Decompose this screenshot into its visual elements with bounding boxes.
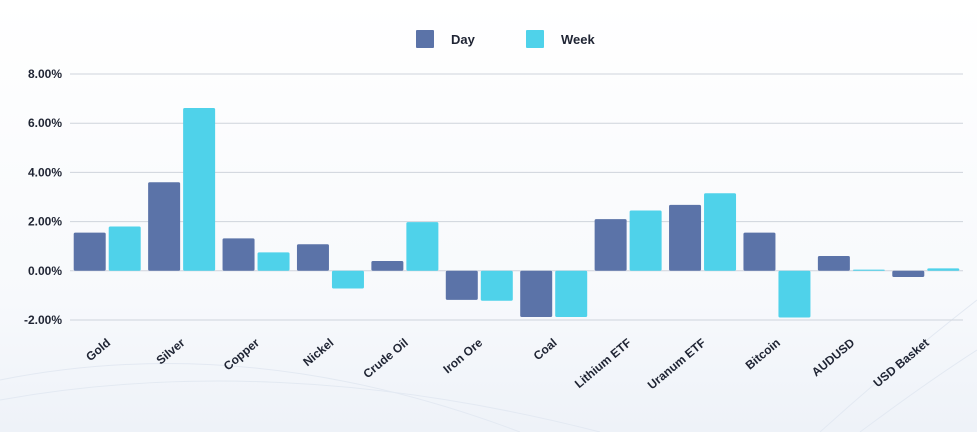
- gridlines: [70, 73, 963, 321]
- x-tick-label: Silver: [154, 335, 188, 367]
- legend-swatch-day: [416, 30, 434, 48]
- bar-week-gold: [108, 226, 141, 271]
- y-tick-label: 6.00%: [28, 116, 62, 130]
- x-tick-label: AUDUSD: [809, 335, 858, 379]
- x-axis-tick-labels: Gold Silver Copper Nickel Crude Oil Iron Ore C…: [83, 335, 932, 392]
- bar-day-lithium-etf: [594, 219, 627, 271]
- y-tick-label: 4.00%: [28, 165, 62, 179]
- bar-day-nickel: [296, 244, 329, 271]
- bar-day-bitcoin: [743, 232, 776, 271]
- bar-day-audusd: [817, 256, 850, 271]
- x-tick-label: Bitcoin: [743, 336, 783, 373]
- bar-week-iron-ore: [480, 270, 513, 301]
- bar-week-silver: [183, 107, 216, 271]
- bar-day-coal: [520, 270, 553, 318]
- x-tick-label: Crude Oil: [360, 336, 410, 381]
- bar-week-coal: [555, 270, 588, 318]
- bar-day-iron-ore: [445, 270, 478, 300]
- x-tick-label: Uranum ETF: [645, 336, 709, 393]
- bar-day-crude-oil: [371, 260, 404, 271]
- y-tick-label: -2.00%: [24, 313, 62, 327]
- bar-week-usd-basket: [927, 268, 960, 271]
- bar-week-uranum-etf: [704, 193, 737, 271]
- bar-week-audusd: [852, 269, 885, 271]
- background-decoration: [0, 299, 977, 433]
- x-tick-label: USD Basket: [871, 336, 932, 390]
- bar-day-silver: [148, 182, 181, 271]
- x-tick-label: Coal: [531, 336, 560, 363]
- legend-swatch-week: [526, 30, 544, 48]
- legend-label-day: Day: [451, 32, 476, 47]
- y-tick-label: 8.00%: [28, 67, 62, 81]
- legend: Day Week: [416, 30, 595, 48]
- x-tick-label: Gold: [83, 336, 113, 364]
- bar-day-usd-basket: [892, 270, 925, 277]
- bar-day-uranum-etf: [669, 204, 702, 271]
- bar-week-nickel: [331, 270, 364, 289]
- x-tick-label: Iron Ore: [440, 335, 485, 376]
- y-tick-label: 2.00%: [28, 215, 62, 229]
- bar-week-lithium-etf: [629, 210, 662, 271]
- bar-week-crude-oil: [406, 222, 439, 271]
- y-axis-tick-labels: 8.00% 6.00% 4.00% 2.00% 0.00% -2.00%: [24, 67, 62, 327]
- y-tick-label: 0.00%: [28, 264, 62, 278]
- x-tick-label: Lithium ETF: [572, 336, 634, 391]
- bar-week-bitcoin: [778, 270, 811, 318]
- bar-day-copper: [222, 238, 255, 271]
- bar-week-copper: [257, 252, 290, 271]
- legend-label-week: Week: [561, 32, 595, 47]
- x-tick-label: Nickel: [300, 336, 336, 369]
- bars: [73, 107, 960, 318]
- bar-day-gold: [73, 232, 106, 271]
